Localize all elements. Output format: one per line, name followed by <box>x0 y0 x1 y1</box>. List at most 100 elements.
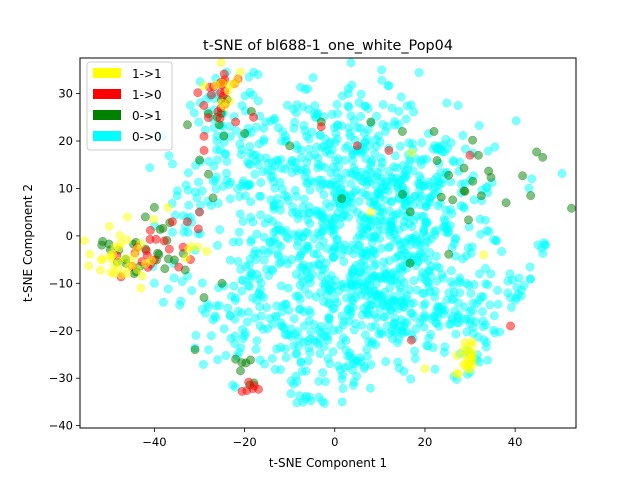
data-point <box>506 321 516 331</box>
data-point <box>324 314 334 323</box>
data-point <box>387 103 397 113</box>
data-point <box>484 226 494 236</box>
data-point <box>347 294 357 304</box>
data-point <box>190 345 200 355</box>
data-point <box>236 150 246 160</box>
data-point <box>238 325 248 334</box>
data-point <box>481 338 491 347</box>
data-point <box>485 300 495 310</box>
data-point <box>160 264 170 274</box>
data-point <box>475 269 484 279</box>
data-point <box>329 281 339 291</box>
x-tick-label: 20 <box>418 435 433 449</box>
data-point <box>235 139 245 149</box>
data-point <box>346 111 356 121</box>
data-point <box>429 127 439 136</box>
data-point <box>181 180 191 190</box>
data-point <box>387 197 397 206</box>
data-point <box>459 163 469 173</box>
data-point <box>263 158 273 168</box>
data-point <box>304 202 314 212</box>
data-point <box>416 160 426 169</box>
data-point <box>372 111 381 121</box>
y-tick-label: 30 <box>58 87 73 101</box>
data-point <box>446 138 456 148</box>
data-point <box>495 327 505 337</box>
data-point <box>452 368 461 378</box>
data-point <box>213 355 223 365</box>
data-point <box>422 217 432 227</box>
data-point <box>211 184 221 194</box>
data-point <box>497 247 507 256</box>
data-point <box>231 117 241 127</box>
data-point <box>198 360 208 369</box>
data-point <box>215 113 225 123</box>
data-point <box>304 261 314 271</box>
data-point <box>436 168 446 178</box>
data-point <box>116 238 126 248</box>
data-point <box>466 288 476 298</box>
data-point <box>493 299 503 309</box>
data-point <box>164 151 174 161</box>
data-point <box>163 202 173 212</box>
data-point <box>299 121 309 131</box>
data-point <box>463 354 473 364</box>
data-point <box>365 198 375 207</box>
data-point <box>481 264 490 273</box>
data-point <box>415 248 425 257</box>
data-point <box>122 212 132 222</box>
data-point <box>104 221 114 231</box>
data-point <box>206 331 216 341</box>
data-point <box>268 236 278 246</box>
data-point <box>404 285 414 295</box>
data-point <box>378 100 388 110</box>
data-point <box>410 346 420 356</box>
data-point <box>338 384 348 393</box>
data-point <box>199 101 209 110</box>
data-point <box>422 232 432 242</box>
data-point <box>394 334 404 344</box>
data-point <box>197 304 207 314</box>
data-point <box>396 274 406 284</box>
points-layer <box>80 58 576 408</box>
data-point <box>225 255 235 265</box>
data-point <box>85 249 95 259</box>
data-point <box>481 279 491 289</box>
data-point <box>316 161 326 171</box>
data-point <box>425 248 435 257</box>
data-point <box>215 225 225 235</box>
data-point <box>511 116 521 126</box>
data-point <box>302 241 312 251</box>
data-point <box>314 241 324 251</box>
data-point <box>221 351 231 360</box>
data-point <box>352 371 362 381</box>
data-point <box>371 181 381 191</box>
data-point <box>366 322 376 332</box>
data-point <box>366 207 376 217</box>
data-point <box>466 248 476 258</box>
data-point <box>212 145 222 155</box>
data-point <box>248 217 258 227</box>
data-point <box>333 120 343 130</box>
data-point <box>441 227 451 237</box>
data-point <box>459 202 469 212</box>
data-point <box>129 251 139 261</box>
data-point <box>315 349 325 359</box>
data-point <box>395 141 405 151</box>
data-point <box>109 269 119 279</box>
x-axis-label: t-SNE Component 1 <box>269 456 387 470</box>
data-point <box>519 281 529 290</box>
data-point <box>159 236 169 246</box>
data-point <box>240 91 250 101</box>
data-point <box>393 234 403 244</box>
data-point <box>286 389 296 399</box>
data-point <box>327 109 337 119</box>
data-point <box>244 159 254 169</box>
data-point <box>481 215 490 225</box>
data-point <box>260 218 270 228</box>
data-point <box>526 191 536 201</box>
data-point <box>249 381 259 391</box>
data-point <box>225 194 235 204</box>
data-point <box>345 128 355 138</box>
data-point <box>240 129 250 138</box>
